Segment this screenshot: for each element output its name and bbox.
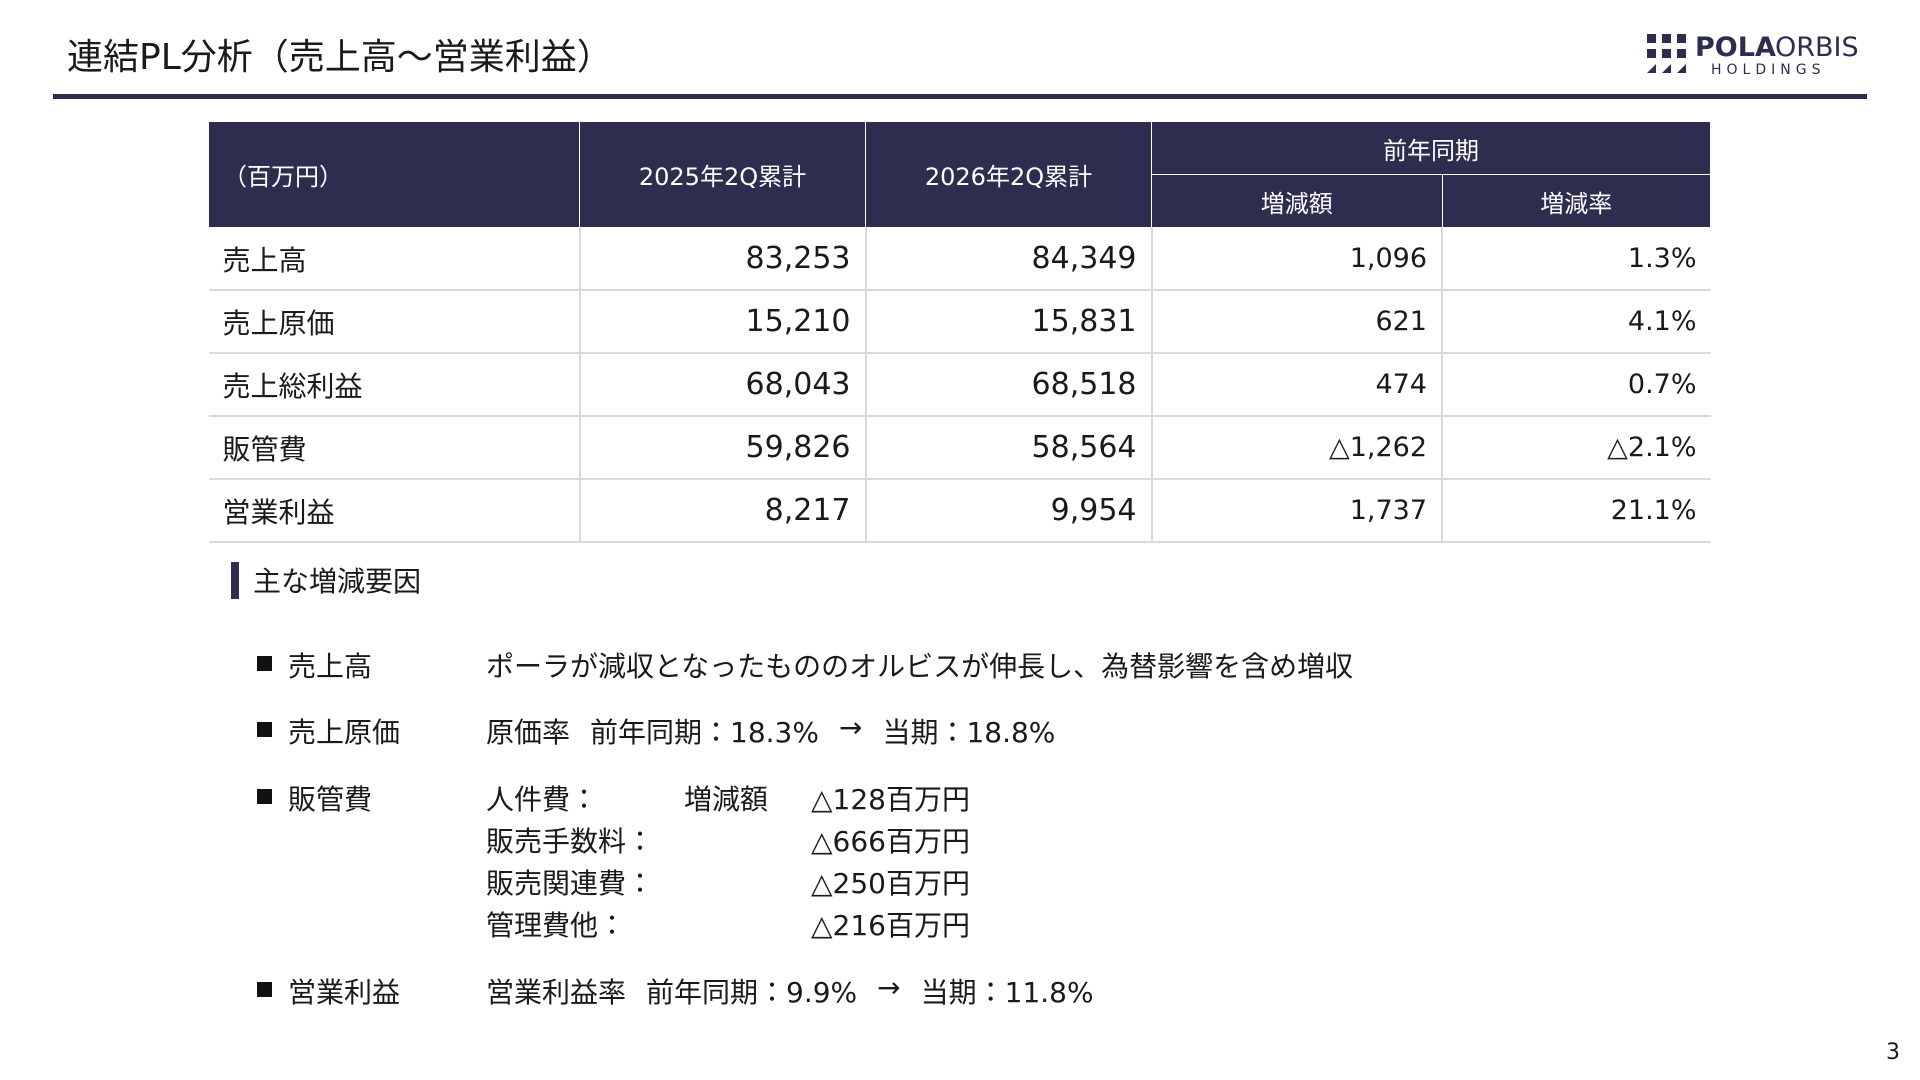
pl-table: （百万円） 2025年2Q累計 2026年2Q累計 前年同期 増減額 増減率 売上… <box>208 121 1711 543</box>
logo-mark <box>1647 34 1686 73</box>
page-number: 3 <box>1886 1040 1900 1065</box>
detail-amount: △250百万円 <box>811 867 970 900</box>
row-label: 売上総利益 <box>208 353 581 417</box>
factor-text: 前年同期：9.9% <box>646 976 858 1009</box>
factor-label: 売上高 <box>288 650 373 683</box>
table-row: 販管費 59,826 58,564 △1,262 △2.1% <box>208 416 1711 480</box>
cell-value: 621 <box>1151 290 1443 354</box>
section-heading: 主な増減要因 <box>253 565 422 598</box>
factor-text: → <box>838 711 863 744</box>
factor-label: 営業利益 <box>288 976 401 1009</box>
bullet <box>257 656 272 671</box>
factor-text: 営業利益率 <box>486 976 627 1009</box>
cell-value: 1,737 <box>1151 479 1443 543</box>
cell-value: 1,096 <box>1151 227 1443 291</box>
cell-value: 1.3% <box>1442 227 1711 291</box>
table-row: 売上原価 15,210 15,831 621 4.1% <box>208 290 1711 354</box>
cell-value: 8,217 <box>579 479 867 543</box>
cell-value: 4.1% <box>1442 290 1711 354</box>
detail-amount: △216百万円 <box>811 909 970 942</box>
factor-text: → <box>877 971 901 1004</box>
detail-name: 販売関連費： <box>486 867 655 900</box>
cell-value: 83,253 <box>579 227 867 291</box>
slide-title: 連結PL分析（売上高～営業利益） <box>67 37 613 78</box>
cell-value: 0.7% <box>1442 353 1711 417</box>
column-header: 2026年2Q累計 <box>865 121 1152 228</box>
table-row: 売上総利益 68,043 68,518 474 0.7% <box>208 353 1711 417</box>
detail-amount: △128百万円 <box>811 783 970 816</box>
factor-text: 当期：11.8% <box>920 976 1094 1009</box>
detail-name: 人件費： <box>486 783 599 816</box>
column-header: 増減額 <box>1151 174 1443 228</box>
detail-label: 増減額 <box>684 783 769 816</box>
unit-label: （百万円） <box>208 121 580 228</box>
row-label: 売上原価 <box>208 290 581 354</box>
cell-value: 21.1% <box>1442 479 1711 543</box>
divider <box>53 94 1867 99</box>
factor-text: 当期：18.8% <box>882 716 1056 749</box>
cell-value: 15,210 <box>579 290 867 354</box>
logo-sub: HOLDINGS <box>1711 62 1826 78</box>
row-label: 売上高 <box>208 227 581 291</box>
cell-value: 474 <box>1151 353 1443 417</box>
table-row: 営業利益 8,217 9,954 1,737 21.1% <box>208 479 1711 543</box>
factor-text: 前年同期：18.3% <box>590 716 819 749</box>
detail-amount: △666百万円 <box>811 825 970 858</box>
table-row: 売上高 83,253 84,349 1,096 1.3% <box>208 227 1711 291</box>
factor-label: 販管費 <box>288 783 373 816</box>
factor-label: 売上原価 <box>288 716 401 749</box>
bullet <box>257 789 272 804</box>
row-label: 営業利益 <box>208 479 581 543</box>
cell-value: △2.1% <box>1442 416 1711 480</box>
cell-value: 59,826 <box>579 416 867 480</box>
column-header: 増減率 <box>1441 174 1711 228</box>
bullet <box>257 722 272 737</box>
cell-value: 58,564 <box>865 416 1153 480</box>
logo-brand: ORBIS <box>1775 32 1859 63</box>
cell-value: 15,831 <box>865 290 1153 354</box>
cell-value: 68,518 <box>865 353 1153 417</box>
detail-name: 管理費他： <box>486 909 627 942</box>
cell-value: 9,954 <box>865 479 1153 543</box>
row-label: 販管費 <box>208 416 581 480</box>
column-header: 2025年2Q累計 <box>579 121 866 228</box>
group-header: 前年同期 <box>1151 121 1711 175</box>
cell-value: △1,262 <box>1151 416 1443 480</box>
heading-bar <box>231 562 239 599</box>
factor-text: 原価率 <box>486 716 571 749</box>
cell-value: 84,349 <box>865 227 1153 291</box>
factor-text: ポーラが減収となったもののオルビスが伸長し、為替影響を含め増収 <box>486 650 1354 683</box>
bullet <box>257 982 272 997</box>
logo-brand: POLA <box>1695 32 1776 63</box>
cell-value: 68,043 <box>579 353 867 417</box>
detail-name: 販売手数料： <box>486 825 655 858</box>
